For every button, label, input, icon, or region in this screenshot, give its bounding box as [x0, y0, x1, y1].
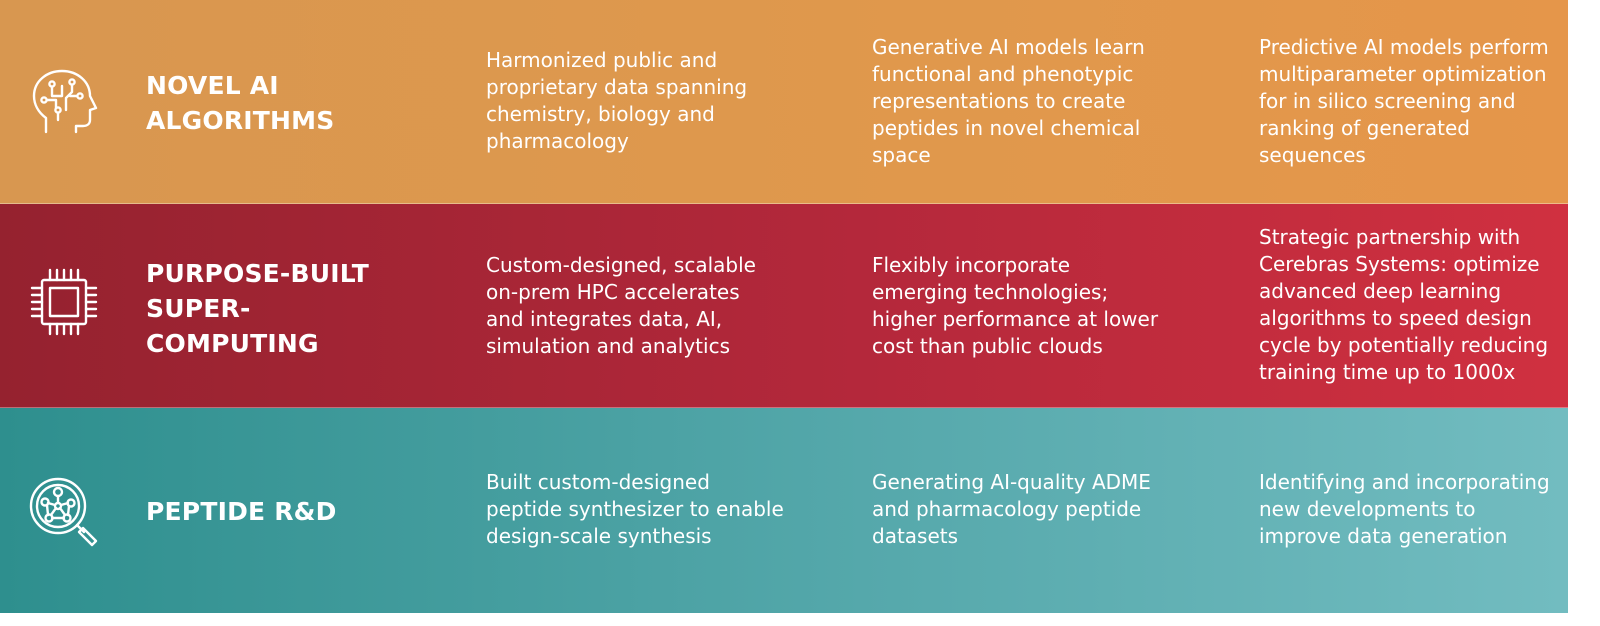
row-cell-flexible: Flexibly incorporate emerging technologi… — [872, 253, 1159, 358]
row-cell-predictive: Predictive AI models perform multiparame… — [1259, 35, 1549, 167]
row-cell-adme: Generating AI-quality ADME and pharmacol… — [872, 470, 1151, 548]
row-cell-partnership: Strategic partnership with Cerebras Syst… — [1259, 225, 1549, 384]
molecule-magnifier-icon — [28, 476, 100, 548]
row-divider — [0, 203, 1568, 204]
row-cell-hpc: Custom-designed, scalable on-prem HPC ac… — [486, 253, 756, 358]
cpu-chip-icon — [28, 266, 100, 338]
row-heading: PURPOSE-BUILT SUPER- COMPUTING — [146, 259, 370, 358]
row-novel-ai-algorithms: NOVEL AI ALGORITHMS Harmonized public an… — [0, 0, 1568, 204]
row-heading: NOVEL AI ALGORITHMS — [146, 71, 335, 135]
row-cell-synthesizer: Built custom-designed peptide synthesize… — [486, 470, 784, 548]
row-heading: PEPTIDE R&D — [146, 497, 337, 526]
row-cell-data: Harmonized public and proprietary data s… — [486, 48, 748, 153]
row-divider — [0, 407, 1568, 408]
row-purpose-built-supercomputing: PURPOSE-BUILT SUPER- COMPUTING Custom-de… — [0, 204, 1568, 408]
ai-head-circuit-icon — [28, 66, 100, 138]
row-cell-generative: Generative AI models learn functional an… — [872, 35, 1145, 167]
capabilities-panel: NOVEL AI ALGORITHMS Harmonized public an… — [0, 0, 1568, 613]
row-cell-developments: Identifying and incorporating new develo… — [1259, 470, 1550, 548]
row-peptide-rnd: PEPTIDE R&D Built custom-designed peptid… — [0, 408, 1568, 613]
